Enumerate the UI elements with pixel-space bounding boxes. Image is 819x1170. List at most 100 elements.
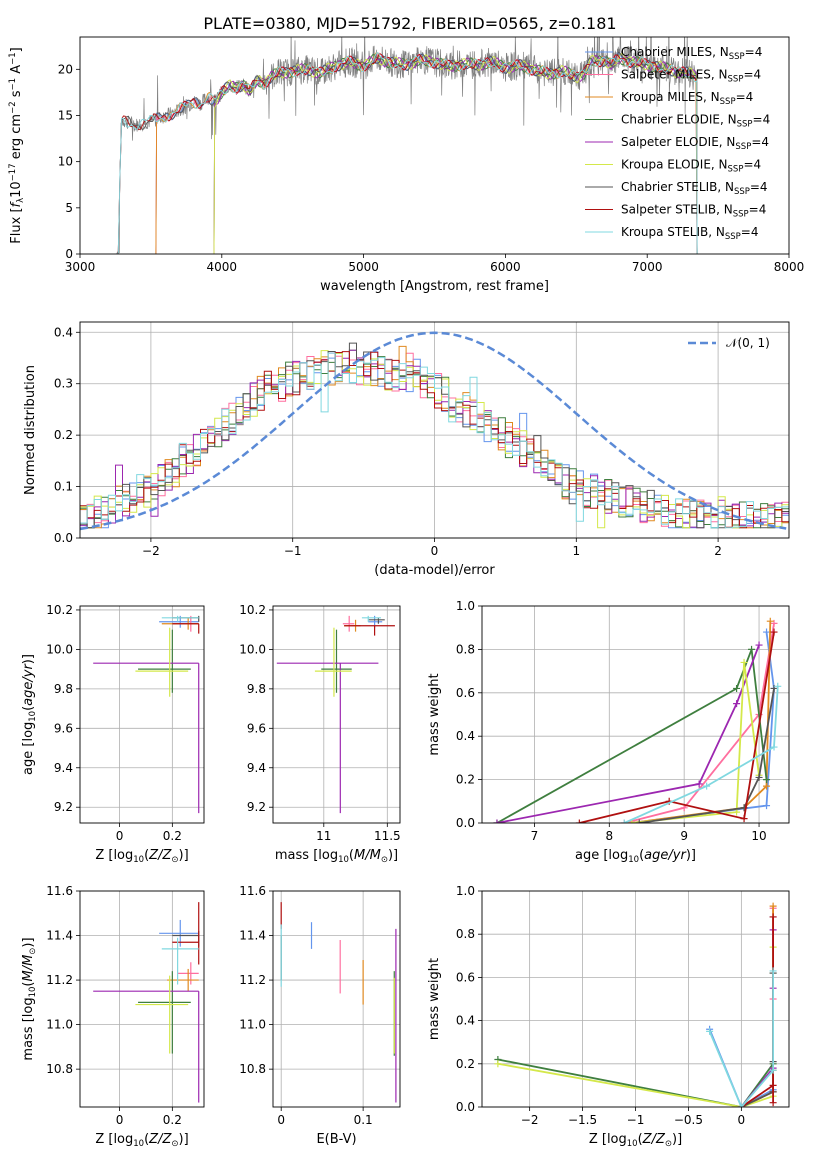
mass-weight-marker xyxy=(635,819,643,823)
model-spectrum-line xyxy=(117,53,698,254)
y-tick-label: 15 xyxy=(58,108,73,122)
mass-weight-marker xyxy=(740,658,748,666)
y-tick-label: 9.8 xyxy=(247,682,266,696)
x-axis-label: Z [log10(Z/Z⊙)] xyxy=(95,1132,188,1149)
y-tick-label: 11.0 xyxy=(239,1018,266,1032)
x-tick-label: 0 xyxy=(431,544,439,558)
x-tick-label: −2 xyxy=(521,1113,539,1127)
legend-label: Salpeter ELODIE, NSSP=4 xyxy=(621,135,769,152)
y-tick-label: 0.0 xyxy=(456,816,475,830)
mass-weight-marker xyxy=(770,743,778,751)
x-tick-label: 2 xyxy=(714,544,722,558)
y-tick-label: 10 xyxy=(58,155,73,169)
legend-label: Chabrier MILES, NSSP=4 xyxy=(621,45,762,62)
mass-weight-line xyxy=(631,662,760,823)
legend-label: Chabrier ELODIE, NSSP=4 xyxy=(621,113,770,130)
legend: Chabrier MILES, NSSP=4 Salpeter MILES, NS… xyxy=(585,45,770,242)
mass-weight-line xyxy=(496,644,760,823)
y-tick-label: 0.2 xyxy=(456,1057,475,1071)
y-tick-label: 9.2 xyxy=(247,800,266,814)
x-tick-label: −2 xyxy=(142,544,160,558)
y-tick-label: 1.0 xyxy=(456,599,475,613)
mass-weight-marker xyxy=(763,802,771,810)
y-tick-label: 9.4 xyxy=(247,761,266,775)
y-tick-label: 11.6 xyxy=(239,884,266,898)
y-tick-label: 9.6 xyxy=(247,721,266,735)
x-tick-label: −0.5 xyxy=(674,1113,703,1127)
x-tick-label: −1 xyxy=(627,1113,645,1127)
plot-area xyxy=(93,615,200,814)
y-axis-label: mass [log10(M/M⊙)] xyxy=(21,937,38,1060)
x-tick-label: 7 xyxy=(531,829,539,843)
axes-frame xyxy=(79,605,205,824)
x-axis-label: E(B-V) xyxy=(316,1132,356,1147)
axes-frame xyxy=(272,605,401,824)
y-tick-label: 9.4 xyxy=(54,761,73,775)
y-tick-label: 20 xyxy=(58,62,73,76)
y-tick-label: 11.2 xyxy=(46,973,73,987)
observed-spectrum-line xyxy=(115,37,697,254)
y-tick-label: 0.6 xyxy=(456,686,475,700)
mass-weight-marker xyxy=(774,682,782,690)
plot-area xyxy=(493,617,782,823)
mass-weight-marker xyxy=(769,967,777,975)
figure-title: PLATE=0380, MJD=51792, FIBERID=0565, z=0… xyxy=(203,14,616,33)
x-tick-label: 10 xyxy=(751,829,766,843)
plot-area xyxy=(115,37,698,254)
y-tick-label: 0.8 xyxy=(456,927,475,941)
x-tick-label: 0.1 xyxy=(354,1113,373,1127)
x-tick-label: 0.2 xyxy=(163,829,182,843)
y-tick-label: 11.2 xyxy=(239,973,266,987)
model-spectrum-line xyxy=(155,52,698,254)
axes-frame xyxy=(272,890,401,1108)
x-tick-label: 8000 xyxy=(774,260,805,274)
mass-weight-marker xyxy=(763,628,771,636)
axes-frame xyxy=(481,605,790,824)
mass-weight-marker xyxy=(733,684,741,692)
y-tick-label: 0.8 xyxy=(456,642,475,656)
mass-weight-marker xyxy=(769,902,777,910)
plot-area xyxy=(93,902,200,1103)
legend-label: Kroupa MILES, NSSP=4 xyxy=(621,90,753,107)
mass-weight-marker xyxy=(769,1081,777,1089)
mass-weight-marker xyxy=(733,808,741,816)
plot-background xyxy=(482,606,789,823)
mass-weight-marker xyxy=(737,1103,745,1107)
x-tick-label: 7000 xyxy=(632,260,663,274)
y-tick-label: 10.0 xyxy=(239,642,266,656)
y-tick-label: 0.4 xyxy=(54,325,73,339)
x-tick-label: −1.5 xyxy=(568,1113,597,1127)
x-tick-label: 4000 xyxy=(207,260,238,274)
plot-area xyxy=(494,902,777,1107)
mass-weight-line xyxy=(624,623,775,823)
mass-weight-marker xyxy=(763,776,771,784)
axes-frame xyxy=(79,36,790,255)
legend-label: Kroupa STELIB, NSSP=4 xyxy=(621,225,759,242)
y-tick-label: 11.4 xyxy=(46,929,73,943)
mass-weight-marker xyxy=(620,819,628,823)
mass-weight-marker xyxy=(733,700,741,708)
mass-weight-line xyxy=(623,686,779,823)
x-tick-label: 9 xyxy=(680,829,688,843)
mass-weight-marker xyxy=(755,773,763,781)
plot-background xyxy=(80,891,204,1107)
normal-distribution-curve xyxy=(80,331,787,531)
y-tick-label: 10.8 xyxy=(239,1062,266,1076)
panel-age-vs-mass: 11 11.5 9.2 9.4 9.6 9.8 10.0 10.2 mass [log10(M/… xyxy=(239,603,400,865)
plot-background xyxy=(273,891,400,1107)
y-tick-label: 0.2 xyxy=(54,428,73,442)
mass-weight-marker xyxy=(763,782,771,790)
panel-residual-histogram: −2 −1 0 1 2 0.0 0.1 0.2 0.3 0.4 (data-model)/error… xyxy=(23,321,790,578)
mass-weight-marker xyxy=(575,819,583,823)
axes-frame xyxy=(79,890,205,1108)
x-tick-label: 6000 xyxy=(490,260,521,274)
x-tick-label: 0 xyxy=(277,1113,285,1127)
axes-frame xyxy=(481,890,790,1108)
y-tick-label: 11.4 xyxy=(239,929,266,943)
x-tick-label: 5000 xyxy=(348,260,379,274)
x-axis-label: age [log10(age/yr)] xyxy=(575,848,696,865)
mass-weight-marker xyxy=(493,819,501,823)
y-tick-label: 11.6 xyxy=(46,884,73,898)
y-axis-label: mass weight xyxy=(427,958,442,1040)
x-tick-label: 11 xyxy=(316,829,331,843)
